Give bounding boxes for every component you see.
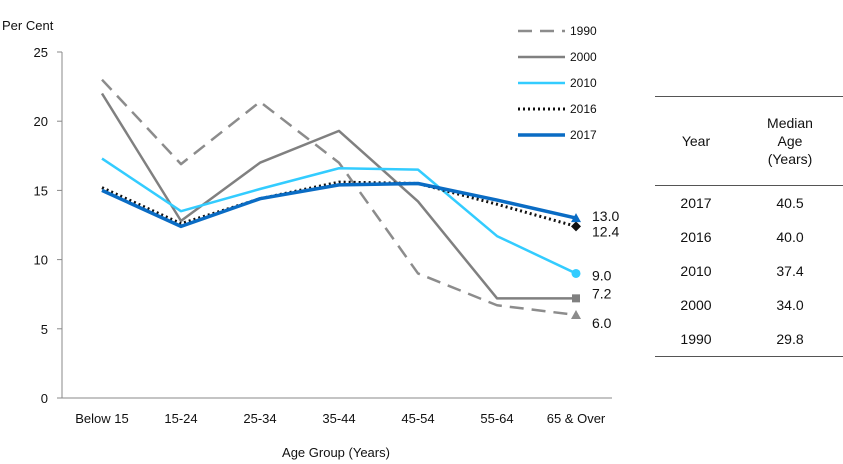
data-label: 12.4 — [592, 223, 619, 239]
table-cell-year: 2010 — [680, 263, 712, 279]
y-tick-label: 0 — [41, 391, 48, 406]
table-row: 2017 40.5 — [655, 186, 843, 221]
x-tick-label: Below 15 — [75, 411, 128, 426]
legend-item: 2000 — [518, 50, 597, 64]
line-chart: Per Cent Age Group (Years) 0 5 10 15 20 25 Bel… — [2, 18, 619, 460]
x-tick-label: 45-54 — [401, 411, 434, 426]
data-label: 7.2 — [592, 285, 612, 301]
x-tick-label: 55-64 — [480, 411, 513, 426]
y-tick-label: 5 — [41, 322, 48, 337]
table-cell-median-age: 40.0 — [776, 229, 804, 245]
header-year: Year — [681, 133, 711, 149]
end-marker — [571, 309, 581, 319]
series-2017: 13.0 — [101, 181, 619, 229]
end-marker — [572, 294, 580, 303]
end-marker — [571, 213, 581, 223]
series-line — [101, 157, 577, 275]
legend-label: 2017 — [570, 128, 597, 142]
table-row: 2010 37.4 — [655, 254, 843, 288]
table-cell-median-age: 40.5 — [776, 195, 804, 211]
end-marker — [571, 221, 581, 232]
median-age-table: Year Median Age (Years) 2017 40.5 2016 40.… — [655, 96, 843, 357]
legend-item: 2017 — [518, 128, 597, 142]
x-tick-label: 15-24 — [164, 411, 197, 426]
y-tick-label: 20 — [34, 114, 48, 129]
legend-label: 2000 — [570, 50, 597, 64]
series-2000: 7.2 — [100, 92, 612, 303]
table-cell-median-age: 37.4 — [776, 263, 804, 279]
x-tick-label: 65 & Over — [547, 411, 606, 426]
x-axis-title: Age Group (Years) — [282, 445, 390, 460]
data-label: 6.0 — [592, 315, 612, 331]
table-cell-year: 1990 — [655, 322, 737, 357]
series-2016: 12.4 — [101, 180, 619, 239]
end-marker — [571, 268, 581, 278]
table-header-row: Year Median Age (Years) — [655, 96, 843, 186]
x-tick-label: 35-44 — [322, 411, 355, 426]
table-cell-median-age: 29.8 — [737, 322, 843, 357]
series-line — [100, 92, 576, 300]
series-line — [101, 78, 577, 317]
legend-item: 1990 — [518, 24, 597, 38]
legend-item: 2010 — [518, 76, 597, 90]
table-cell-year: 2016 — [680, 229, 712, 245]
y-tick-label: 10 — [34, 253, 48, 268]
series-line — [101, 181, 577, 229]
series-layer: 6.0 7.2 9.0 12.413.0 — [100, 78, 619, 331]
table-cell-year: 2017 — [680, 195, 712, 211]
table-row: 1990 29.8 — [655, 322, 843, 357]
y-axis-title: Per Cent — [2, 18, 54, 33]
series-line — [101, 180, 577, 228]
legend-item: 2016 — [518, 102, 597, 116]
axes: 0 5 10 15 20 25 Below 15 15-24 25-34 35-44 45-54 55… — [34, 45, 612, 426]
legend: 1990 2000 2010 2016 2017 — [518, 24, 597, 142]
data-label: 9.0 — [592, 267, 612, 283]
series-2010: 9.0 — [101, 157, 612, 283]
table-row: 2000 34.0 — [655, 288, 843, 322]
header-median-age: Median Age (Years) — [767, 115, 813, 167]
series-1990: 6.0 — [101, 78, 612, 331]
legend-label: 2010 — [570, 76, 597, 90]
x-tick-label: 25-34 — [243, 411, 276, 426]
table-row: 2016 40.0 — [655, 220, 843, 254]
table-cell-year: 2000 — [680, 297, 712, 313]
y-tick-label: 25 — [34, 45, 48, 60]
y-tick-label: 15 — [34, 183, 48, 198]
table-cell-median-age: 34.0 — [776, 297, 804, 313]
legend-label: 2016 — [570, 102, 597, 116]
legend-label: 1990 — [570, 24, 597, 38]
data-label: 13.0 — [592, 208, 619, 224]
